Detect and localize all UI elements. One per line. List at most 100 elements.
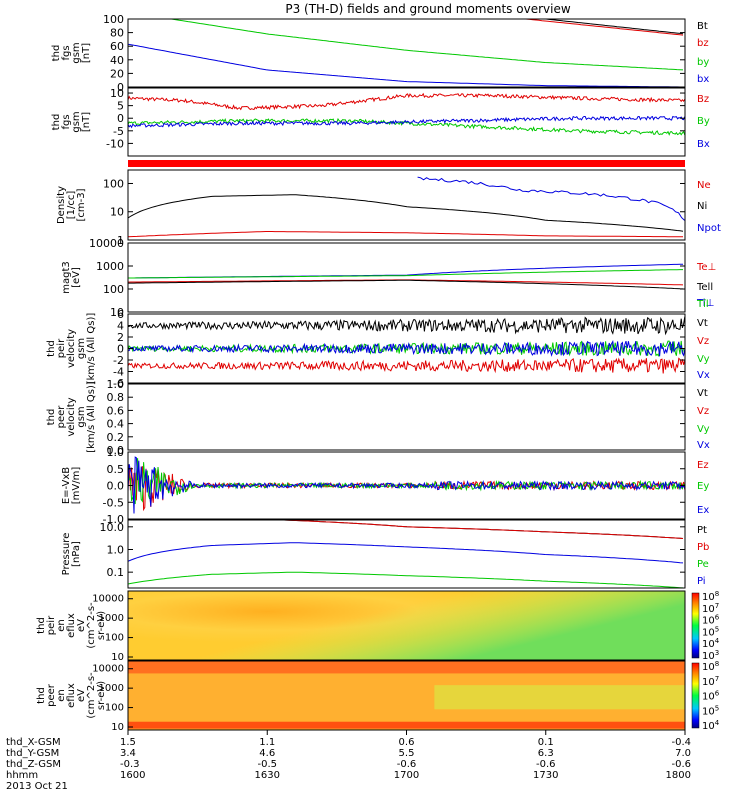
legend-bx: Bx <box>697 139 710 150</box>
legend-bz: bz <box>697 38 709 49</box>
series-by <box>168 19 684 71</box>
legend-vx: Vx <box>697 440 710 451</box>
xtick-label-y: 4.6 <box>259 748 275 759</box>
xtick-label-z: -0.6 <box>536 759 556 770</box>
panel-y-label: thd fgs gsm [nT] <box>51 42 92 63</box>
series-bz <box>128 92 685 111</box>
y-label-line: peir <box>56 338 67 358</box>
legend-vy: Vy <box>697 354 710 365</box>
ytick-label: -6 <box>113 377 124 390</box>
ytick-label: 10 <box>111 722 124 733</box>
ytick-label: 100 <box>103 283 124 296</box>
ytick-label: 2 <box>117 331 124 344</box>
series-ne <box>128 231 684 238</box>
series-pi <box>128 542 684 564</box>
y-label-line: [nT] <box>81 112 92 132</box>
y-label-line: [cm-3] <box>76 188 87 221</box>
xtick-label-x: 1.5 <box>120 737 136 748</box>
ytick-label: 0.0 <box>107 444 125 457</box>
heatmap-low-flux-region <box>128 591 685 660</box>
xtick-label-z: -0.6 <box>671 759 691 770</box>
y-label-line: thd <box>36 617 47 634</box>
panel-frame <box>127 590 686 661</box>
y-label-line: sr-eV) <box>96 611 107 640</box>
series-vx <box>128 339 685 357</box>
y-label-line: thd <box>51 114 62 131</box>
y-label-line: thd <box>46 340 57 357</box>
ytick-label: 10 <box>110 306 124 319</box>
y-label-line: [eV] <box>71 267 82 288</box>
colorbar-label: 104 <box>702 719 720 732</box>
legend-by: by <box>697 57 709 68</box>
series-group <box>128 316 685 374</box>
series-vz <box>128 357 685 374</box>
colorbar-scale <box>691 662 700 729</box>
xtick-label-y: 5.5 <box>399 748 415 759</box>
panel-frame <box>127 519 686 589</box>
y-label-line: E=-VxB <box>61 467 72 504</box>
xtick-label-z: -0.3 <box>120 759 140 770</box>
legend-tīl: Tīl <box>696 299 709 310</box>
colorbar-label: 108 <box>702 660 719 673</box>
x-axis-row-label: thd_X-GSM <box>6 737 61 748</box>
legend-vz: Vz <box>697 406 709 417</box>
ytick-label: 4 <box>117 320 124 333</box>
ytick-label: 0.0 <box>107 480 125 493</box>
y-label-line: thd <box>46 409 57 426</box>
colorbar-label: 107 <box>702 602 719 615</box>
y-label-line: (cm^2-s- <box>86 602 97 649</box>
colorbar-label: 106 <box>702 614 720 627</box>
ytick-label: -10 <box>106 137 124 150</box>
legend-by: By <box>697 116 710 127</box>
xtick-label-y: 7.0 <box>675 748 691 759</box>
xtick-label-x: 0.6 <box>399 737 415 748</box>
ytick-label: 0.2 <box>107 431 125 444</box>
ytick-label: 6 <box>117 308 124 321</box>
ytick-label: 20 <box>110 67 124 80</box>
xtick-label-z: -0.5 <box>257 759 277 770</box>
colorbar-label: 104 <box>702 637 720 650</box>
panel-y-label: magt3 [eV] <box>61 261 82 294</box>
series-ni <box>128 194 684 232</box>
ytick-label: -5 <box>113 125 124 138</box>
panel-frame <box>127 18 686 88</box>
ytick-label: 10.0 <box>100 521 125 534</box>
xtick-label-y: 6.3 <box>538 748 554 759</box>
y-label-line: magt3 <box>61 261 72 294</box>
panel-density: 1 10 100 Ne Ni Npot Density [1/cc] [cm-3] <box>56 169 721 247</box>
series-group <box>128 263 684 290</box>
legend-ni: Ni <box>697 201 707 212</box>
legend-ex: Ex <box>697 505 709 516</box>
legend-vx: Vx <box>697 370 710 381</box>
colorbar-label: 103 <box>702 649 719 662</box>
ytick-label: -1.0 <box>103 513 124 526</box>
ytick-label: 1 <box>117 234 124 247</box>
y-label-line: gsm <box>71 42 82 63</box>
y-label-line: thd <box>51 45 62 62</box>
ytick-label: 10 <box>111 652 124 663</box>
ytick-label: 0 <box>117 81 124 94</box>
colorbar-scale <box>691 592 700 659</box>
page-title: P3 (TH-D) fields and ground moments over… <box>285 2 570 16</box>
ytick-label: 0.5 <box>107 463 125 476</box>
legend-ti⊥: Ti⊥ <box>696 298 714 309</box>
y-label-line: eflux <box>66 683 77 708</box>
ytick-label: 0.1 <box>107 566 125 579</box>
ytick-label: 1000 <box>99 613 124 624</box>
ytick-label: 40 <box>110 54 124 67</box>
xtick-label-hhmm: 1730 <box>533 770 558 781</box>
y-label-line: [1/cc] <box>66 191 77 220</box>
y-label-line: Density <box>56 186 67 224</box>
series-ey <box>128 458 685 505</box>
ytick-label: 1000 <box>99 683 124 694</box>
y-label-line: fgs <box>61 45 72 60</box>
legend-pe: Pe <box>697 559 709 570</box>
y-label-line: velocity <box>66 397 77 436</box>
ytick-label: 0.4 <box>107 418 125 431</box>
panel-y-label: thd peer en eflux eV (cm^2-s-sr-eV) <box>36 672 107 719</box>
series-pe <box>128 571 684 588</box>
